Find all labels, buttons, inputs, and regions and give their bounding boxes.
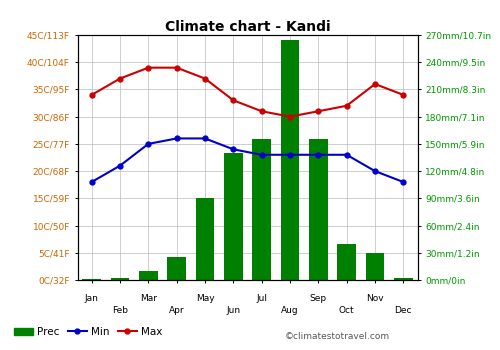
- Bar: [338, 244, 356, 280]
- Text: Apr: Apr: [169, 306, 184, 315]
- Bar: [139, 271, 158, 280]
- Text: Jan: Jan: [84, 294, 98, 303]
- Text: Oct: Oct: [339, 306, 354, 315]
- Bar: [82, 279, 101, 280]
- Text: Nov: Nov: [366, 294, 384, 303]
- Bar: [309, 139, 328, 280]
- Bar: [196, 198, 214, 280]
- Text: Aug: Aug: [281, 306, 299, 315]
- Legend: Prec, Min, Max: Prec, Min, Max: [10, 323, 166, 341]
- Bar: [394, 278, 412, 280]
- Text: Sep: Sep: [310, 294, 327, 303]
- Text: May: May: [196, 294, 214, 303]
- Text: Feb: Feb: [112, 306, 128, 315]
- Text: ©climatestotravel.com: ©climatestotravel.com: [285, 332, 390, 341]
- Bar: [252, 139, 271, 280]
- Text: Jul: Jul: [256, 294, 267, 303]
- Bar: [224, 153, 242, 280]
- Text: Jun: Jun: [226, 306, 240, 315]
- Text: Dec: Dec: [394, 306, 412, 315]
- Title: Climate chart - Kandi: Climate chart - Kandi: [164, 20, 330, 34]
- Bar: [281, 40, 299, 280]
- Bar: [366, 253, 384, 280]
- Bar: [111, 278, 129, 280]
- Text: Mar: Mar: [140, 294, 157, 303]
- Bar: [168, 257, 186, 280]
